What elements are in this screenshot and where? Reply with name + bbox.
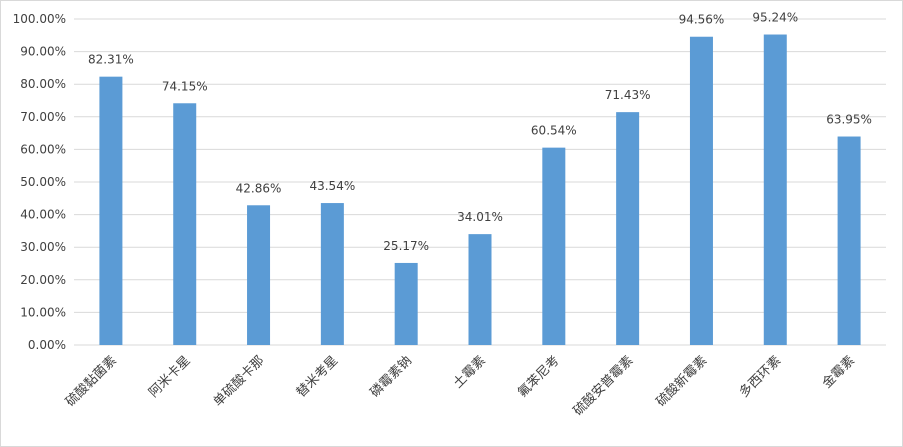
bar [616, 112, 640, 345]
y-tick-label: 80.00% [20, 77, 66, 91]
bar [99, 76, 123, 345]
x-category-label: 多西环素 [736, 353, 784, 401]
y-tick-label: 100.00% [13, 12, 66, 26]
x-category-label: 硫酸安普霉素 [571, 353, 637, 419]
data-label: 94.56% [679, 13, 725, 27]
bars [99, 34, 861, 345]
y-tick-label: 50.00% [20, 175, 66, 189]
y-tick-label: 40.00% [20, 208, 66, 222]
y-tick-label: 70.00% [20, 110, 66, 124]
y-axis-ticks: 0.00% 10.00% 20.00% 30.00% 40.00% 50.00% 60.00… [13, 12, 66, 352]
x-category-label: 硫酸黏菌素 [62, 353, 119, 410]
data-label: 74.15% [162, 79, 208, 93]
data-label: 71.43% [605, 88, 651, 102]
gridlines [74, 18, 886, 346]
y-tick-label: 90.00% [20, 45, 66, 59]
x-category-label: 土霉素 [451, 353, 489, 391]
bar [689, 36, 713, 345]
x-category-label: 磷霉素钠 [368, 353, 415, 400]
x-category-label: 硫酸新霉素 [653, 353, 710, 410]
x-category-label: 单硫酸卡那 [211, 353, 268, 410]
y-tick-label: 20.00% [20, 273, 66, 287]
data-label: 43.54% [309, 179, 355, 193]
y-tick-label: 0.00% [28, 338, 66, 352]
data-label: 25.17% [383, 239, 429, 253]
data-label: 60.54% [531, 124, 577, 138]
y-tick-label: 30.00% [20, 240, 66, 254]
data-labels: 82.31% 74.15% 42.86% 43.54% 25.17% 34.01% 60.5… [88, 11, 872, 253]
y-tick-label: 10.00% [20, 305, 66, 319]
data-label: 63.95% [826, 113, 872, 127]
y-tick-label: 60.00% [20, 142, 66, 156]
bar [394, 262, 418, 345]
bar [763, 34, 787, 345]
x-axis-categories: 硫酸黏菌素 阿米卡星 单硫酸卡那 替米考星 磷霉素钠 土霉素 氟苯尼考 硫酸安普霉素 硫酸新霉素… [62, 353, 857, 419]
data-label: 34.01% [457, 210, 503, 224]
bar [837, 136, 861, 345]
x-category-label: 替米考星 [294, 353, 341, 400]
x-category-label: 金霉素 [819, 353, 858, 392]
x-category-label: 氟苯尼考 [515, 353, 562, 400]
data-label: 42.86% [236, 181, 282, 195]
data-label: 95.24% [752, 11, 798, 25]
bar [320, 203, 344, 345]
bar [173, 103, 197, 345]
bar [542, 147, 566, 345]
x-category-label: 阿米卡星 [146, 353, 193, 400]
bar [468, 234, 492, 345]
bar [247, 205, 271, 345]
data-label: 82.31% [88, 53, 134, 67]
